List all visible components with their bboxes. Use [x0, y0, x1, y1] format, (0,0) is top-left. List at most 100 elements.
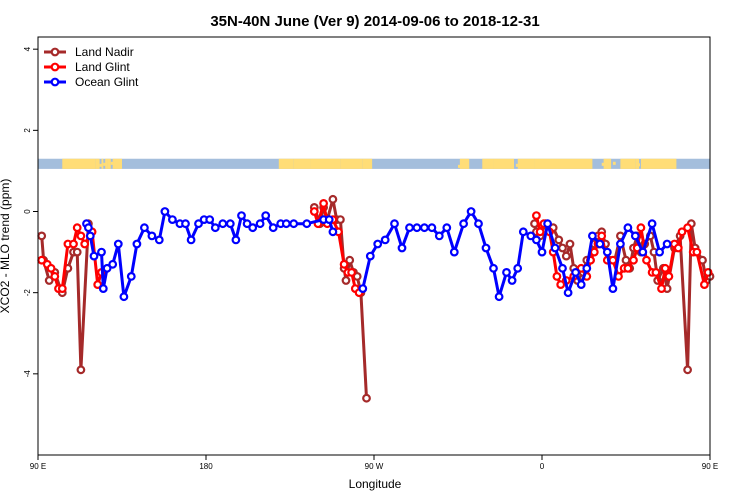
- y-tick-label: -4: [23, 370, 32, 378]
- data-point: [345, 255, 355, 265]
- data-point: [358, 284, 368, 294]
- data-point: [608, 284, 618, 294]
- legend-swatch-marker: [50, 77, 60, 87]
- data-point: [565, 239, 575, 249]
- data-point: [673, 243, 683, 253]
- data-point: [93, 280, 103, 290]
- land-region: [293, 158, 311, 169]
- land-fragment: [458, 164, 461, 168]
- data-point: [563, 288, 573, 298]
- data-point: [72, 223, 82, 233]
- legend-item: Ocean Glint: [44, 75, 139, 89]
- series-layer: [37, 194, 715, 403]
- data-point: [309, 207, 319, 216]
- data-point: [647, 219, 657, 229]
- data-point: [535, 227, 545, 237]
- data-point: [97, 247, 106, 257]
- data-point: [532, 211, 541, 221]
- land-fragment: [487, 162, 491, 166]
- data-point: [76, 365, 86, 375]
- data-point: [147, 231, 157, 241]
- data-point: [362, 393, 371, 403]
- data-point: [677, 227, 687, 237]
- data-point: [108, 259, 118, 269]
- legend-swatch-marker: [50, 47, 60, 57]
- data-point: [57, 284, 67, 294]
- series-land-nadir: [37, 194, 715, 403]
- data-point: [102, 263, 112, 273]
- data-point: [132, 239, 142, 249]
- data-point: [683, 365, 692, 375]
- data-point: [494, 292, 504, 302]
- data-point: [700, 280, 709, 290]
- land-ocean-mask: [38, 158, 710, 169]
- legend-swatch-marker: [50, 62, 60, 72]
- data-point: [692, 247, 702, 257]
- x-tick-label: 90 E: [30, 462, 46, 471]
- data-point: [261, 211, 271, 221]
- data-point: [662, 239, 672, 249]
- data-point: [588, 231, 597, 241]
- x-axis: 90 E 180 90 W 0 90 E: [30, 455, 718, 471]
- data-point: [502, 268, 511, 277]
- data-point: [37, 231, 47, 241]
- data-point: [324, 215, 334, 225]
- x-tick-label: 90 E: [702, 462, 718, 471]
- x-axis-label: Longitude: [349, 477, 402, 491]
- data-point: [186, 235, 196, 245]
- data-point: [242, 219, 252, 229]
- data-point: [194, 219, 203, 229]
- data-point: [442, 223, 452, 233]
- data-point: [98, 284, 108, 294]
- land-fragment: [637, 163, 640, 167]
- data-point: [552, 272, 562, 281]
- data-point: [629, 255, 638, 265]
- data-point: [113, 239, 123, 249]
- data-point: [526, 231, 536, 241]
- data-point: [616, 239, 625, 249]
- data-point: [589, 247, 599, 257]
- y-tick-label: -2: [23, 289, 32, 297]
- data-point: [642, 255, 651, 265]
- data-point: [218, 219, 228, 229]
- data-point: [373, 239, 383, 249]
- data-point: [466, 207, 476, 216]
- land-region: [603, 158, 612, 169]
- land-fragment: [612, 161, 616, 165]
- data-point: [167, 215, 177, 225]
- legend-label: Ocean Glint: [75, 75, 139, 89]
- data-point: [46, 263, 56, 273]
- data-point: [683, 223, 692, 233]
- data-point: [248, 223, 258, 233]
- data-point: [449, 247, 459, 257]
- data-point: [623, 263, 633, 273]
- data-point: [231, 235, 241, 245]
- data-point: [489, 263, 498, 273]
- data-point: [630, 231, 640, 241]
- land-region: [62, 158, 96, 169]
- legend-label: Land Glint: [75, 60, 130, 74]
- data-point: [550, 243, 560, 253]
- data-point: [412, 223, 422, 233]
- data-point: [328, 194, 338, 204]
- data-point: [434, 231, 444, 241]
- data-point: [561, 251, 571, 261]
- data-point: [347, 268, 357, 277]
- data-point: [328, 227, 338, 237]
- data-point: [336, 215, 345, 225]
- data-point: [83, 223, 93, 233]
- data-point: [513, 263, 523, 273]
- data-point: [474, 219, 483, 229]
- data-point: [638, 247, 648, 257]
- x-tick-label: 0: [540, 462, 545, 471]
- y-tick-label: 2: [23, 128, 32, 133]
- data-point: [554, 235, 564, 245]
- data-point: [76, 231, 86, 241]
- data-point: [181, 219, 190, 229]
- data-point: [160, 207, 170, 216]
- land-region: [107, 158, 111, 169]
- data-point: [651, 268, 661, 277]
- data-point: [602, 247, 612, 257]
